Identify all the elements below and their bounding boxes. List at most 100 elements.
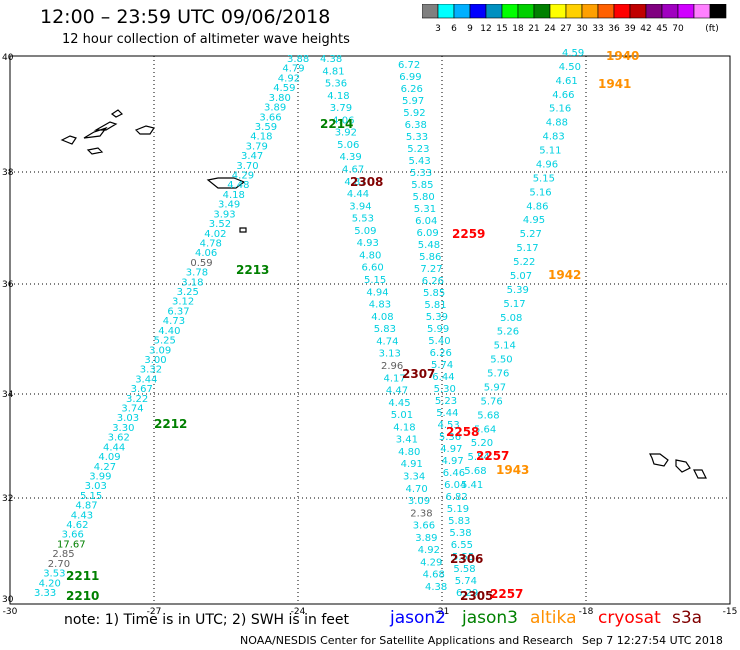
wave-height-value: 5.31 <box>414 204 436 215</box>
wave-height-value: 4.88 <box>546 118 568 129</box>
pass-time-label: 2214 <box>320 117 353 131</box>
lon-tick-label: -24 <box>291 607 306 617</box>
lat-tick-label: 38 <box>2 168 14 178</box>
altimeter-tracks: 3.334.203.532.702.8517.673.664.624.434.8… <box>34 48 584 599</box>
island-outline <box>239 227 247 233</box>
wave-height-value: 5.39 <box>507 285 529 296</box>
wave-height-value: 5.68 <box>464 466 486 477</box>
wave-height-value: 4.86 <box>526 201 548 212</box>
wave-height-value: 4.73 <box>163 316 185 327</box>
wave-height-value: 3.89 <box>415 533 437 544</box>
pass-time-label: 2308 <box>350 175 383 189</box>
wave-height-value: 4.47 <box>386 386 408 397</box>
wave-height-value: 4.92 <box>418 545 440 556</box>
wave-height-value: 5.36 <box>325 79 347 90</box>
wave-height-value: 5.86 <box>419 252 441 263</box>
wave-height-value: 5.64 <box>474 424 496 435</box>
lat-tick-label: 34 <box>2 390 14 400</box>
wave-height-value: 3.09 <box>408 496 430 507</box>
lon-tick-label: -27 <box>147 607 162 617</box>
wave-height-value: 5.97 <box>402 96 424 107</box>
pass-time-label: 2257 <box>490 587 523 601</box>
wave-height-value: 5.40 <box>428 336 450 347</box>
wave-height-value: 4.43 <box>71 510 93 521</box>
wave-height-value: 4.95 <box>523 215 545 226</box>
wave-height-value: 4.40 <box>158 326 180 337</box>
lat-tick-label: 36 <box>2 280 14 290</box>
wave-height-value: 6.37 <box>167 306 189 317</box>
wave-height-value: 4.94 <box>366 287 388 298</box>
wave-height-value: 5.01 <box>391 410 413 421</box>
legend-label: 3 <box>435 24 441 34</box>
pass-time-label: 1940 <box>606 49 639 63</box>
satellite-altika: altika <box>530 608 577 628</box>
wave-height-value: 3.92 <box>335 128 357 139</box>
wave-height-value: 4.67 <box>342 165 364 176</box>
pass-time-label: 1942 <box>548 268 581 282</box>
plot-border <box>9 55 731 605</box>
wave-height-value: 4.87 <box>344 177 366 188</box>
lat-tick-label: 30 <box>2 595 14 605</box>
wave-height-value: 3.03 <box>117 413 139 424</box>
lon-tick-label: -21 <box>435 607 450 617</box>
wave-height-value: 2.38 <box>410 508 432 519</box>
wave-height-value: 4.18 <box>327 91 349 102</box>
wave-height-value: 4.44 <box>347 189 369 200</box>
wave-height-value: 4.80 <box>359 251 381 262</box>
wave-height-value: 4.09 <box>98 452 120 463</box>
wave-height-value: 5.85 <box>423 288 445 299</box>
wave-height-value: 4.45 <box>388 398 410 409</box>
wave-height-value: 5.43 <box>409 156 431 167</box>
wave-height-value: 5.50 <box>490 355 512 366</box>
wave-height-value: 4.97 <box>442 456 464 467</box>
wave-height-value: 4.93 <box>357 238 379 249</box>
wave-height-value: 5.17 <box>516 243 538 254</box>
wave-height-value: 3.22 <box>126 394 148 405</box>
wave-height-value: 5.76 <box>481 396 503 407</box>
wave-height-value: 6.04 <box>444 480 466 491</box>
wave-height-value: 5.33 <box>410 168 432 179</box>
wave-height-value: 5.15 <box>80 491 102 502</box>
pass-time-label: 2213 <box>236 263 269 277</box>
wave-height-value: 4.38 <box>320 54 342 65</box>
pass-time-label: 2210 <box>66 589 99 603</box>
wave-height-value: 6.09 <box>417 228 439 239</box>
wave-height-value: 4.91 <box>401 459 423 470</box>
wave-height-value: 5.20 <box>471 438 493 449</box>
map-frame <box>9 55 731 605</box>
wave-height-value: 4.29 <box>420 557 442 568</box>
wave-height-value: 4.17 <box>384 373 406 384</box>
wave-height-value: 3.44 <box>135 374 157 385</box>
wave-height-value: 3.88 <box>287 54 309 65</box>
pass-time-label: 1943 <box>496 463 529 477</box>
wave-height-value: 6.60 <box>362 263 384 274</box>
wave-height-value: 4.68 <box>423 570 445 581</box>
wave-height-value: 4.61 <box>556 76 578 87</box>
legend-label: 45 <box>656 24 667 34</box>
lat-tick-label: 32 <box>2 494 13 504</box>
wave-height-value: 4.74 <box>376 336 398 347</box>
wave-height-value: 4.48 <box>227 180 249 191</box>
wave-height-value: 4.83 <box>543 132 565 143</box>
wave-height-value: 3.99 <box>89 472 111 483</box>
wave-height-value: 4.66 <box>552 90 574 101</box>
satellite-jason2: jason2 <box>390 608 446 628</box>
wave-height-value: 4.79 <box>282 64 304 75</box>
wave-height-value: 5.39 <box>426 312 448 323</box>
legend-label: 30 <box>576 24 588 34</box>
pass-time-label: 1941 <box>598 77 631 91</box>
wave-height-value: 5.15 <box>364 275 386 286</box>
wave-height-value: 5.27 <box>520 229 542 240</box>
island-outline <box>60 109 155 155</box>
legend-label: 39 <box>624 24 636 34</box>
wave-height-value: 5.11 <box>539 146 561 157</box>
wave-height-value: 5.09 <box>354 226 376 237</box>
wave-height-value: 5.23 <box>407 144 429 155</box>
legend-swatch <box>709 4 727 19</box>
legend-label: 18 <box>512 24 524 34</box>
lon-tick-label: -18 <box>579 607 594 617</box>
wave-height-value: 5.41 <box>461 480 483 491</box>
wave-height-value: 4.20 <box>39 578 61 589</box>
wave-height-value: 2.96 <box>381 361 403 372</box>
legend-label: 24 <box>544 24 556 34</box>
